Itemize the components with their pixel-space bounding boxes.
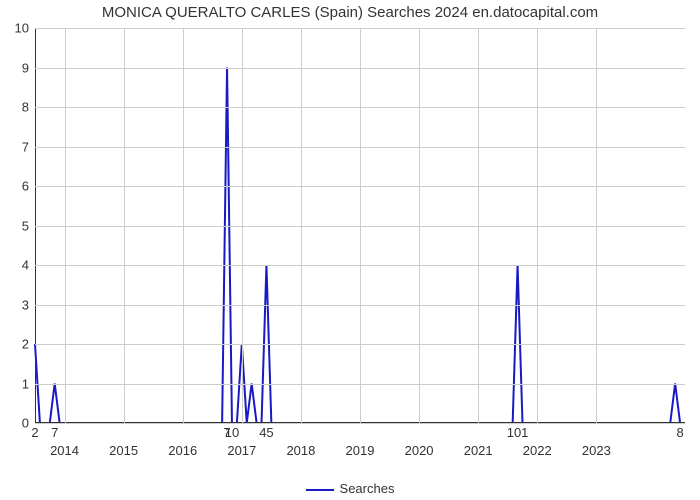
- value-label: 101: [507, 425, 529, 440]
- y-tick-label: 3: [22, 297, 29, 312]
- grid-v: [183, 28, 184, 423]
- x-year-label: 2016: [168, 443, 197, 458]
- y-tick-label: 10: [15, 21, 29, 36]
- x-year-label: 2022: [523, 443, 552, 458]
- value-label: 2: [31, 425, 38, 440]
- legend-swatch: [306, 489, 334, 491]
- y-tick-label: 1: [22, 376, 29, 391]
- grid-v: [419, 28, 420, 423]
- y-tick-label: 4: [22, 258, 29, 273]
- chart-container: MONICA QUERALTO CARLES (Spain) Searches …: [0, 0, 700, 500]
- y-tick-label: 5: [22, 218, 29, 233]
- grid-v: [65, 28, 66, 423]
- y-tick-label: 8: [22, 100, 29, 115]
- legend: Searches: [0, 481, 700, 496]
- value-label: 8: [676, 425, 683, 440]
- series-polyline: [35, 68, 680, 424]
- x-year-label: 2018: [286, 443, 315, 458]
- y-tick-label: 9: [22, 60, 29, 75]
- y-tick-label: 0: [22, 416, 29, 431]
- grid-v: [537, 28, 538, 423]
- x-year-label: 2019: [346, 443, 375, 458]
- chart-title: MONICA QUERALTO CARLES (Spain) Searches …: [0, 4, 700, 21]
- grid-v: [360, 28, 361, 423]
- y-tick-label: 2: [22, 337, 29, 352]
- plot-area: 0123456789102014201520162017201820192020…: [35, 28, 685, 423]
- x-year-label: 2017: [227, 443, 256, 458]
- y-tick-label: 6: [22, 179, 29, 194]
- grid-h: [35, 423, 685, 424]
- x-year-label: 2014: [50, 443, 79, 458]
- value-label: 10: [225, 425, 239, 440]
- x-year-label: 2015: [109, 443, 138, 458]
- grid-v: [478, 28, 479, 423]
- legend-label: Searches: [340, 481, 395, 496]
- grid-v: [301, 28, 302, 423]
- grid-v: [242, 28, 243, 423]
- x-year-label: 2020: [405, 443, 434, 458]
- x-year-label: 2021: [464, 443, 493, 458]
- x-year-label: 2023: [582, 443, 611, 458]
- y-tick-label: 7: [22, 139, 29, 154]
- grid-v: [124, 28, 125, 423]
- grid-v: [596, 28, 597, 423]
- value-label: 7: [51, 425, 58, 440]
- value-label: 45: [259, 425, 273, 440]
